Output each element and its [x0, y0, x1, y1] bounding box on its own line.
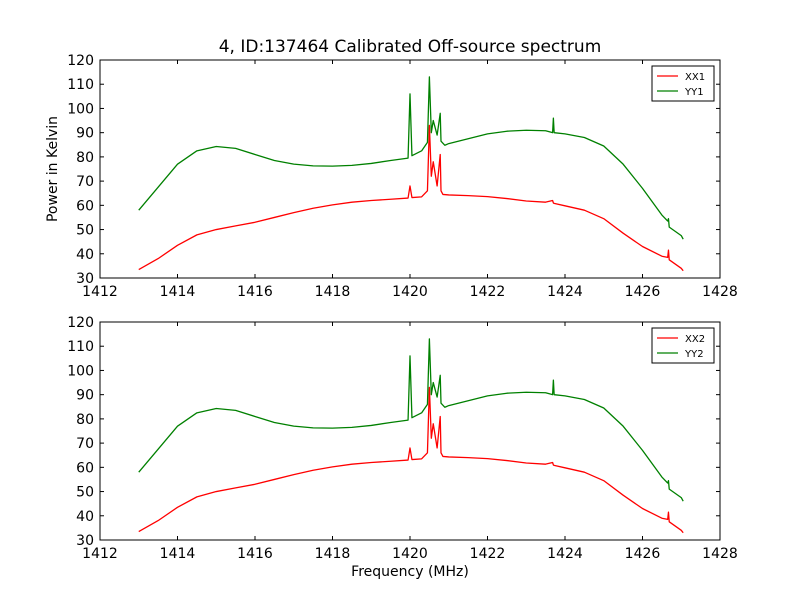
legend-label-xx2: XX2 [685, 334, 705, 345]
x-tick-label: 1412 [82, 546, 118, 562]
series-line-xx1 [138, 124, 684, 272]
x-tick-label: 1420 [392, 284, 428, 300]
y-tick-label: 90 [76, 126, 94, 142]
spectrum-panel-1: 1412 1414 1416 1418 1420 1422 1424 1426 1428 30 40… [45, 53, 738, 300]
x-tick-label: 1416 [237, 546, 273, 562]
x-tick-label: 1412 [82, 284, 118, 300]
y-tick-label: 70 [76, 174, 94, 190]
y-tick-label: 60 [76, 198, 94, 214]
x-tick-label: 1416 [237, 284, 273, 300]
x-tick-label: 1428 [702, 546, 738, 562]
x-axis-label: Frequency (MHz) [351, 564, 469, 580]
x-tick-label: 1426 [625, 284, 661, 300]
series-line-yy2 [138, 338, 684, 502]
y-tick-label: 90 [76, 388, 94, 404]
y-tick-label: 70 [76, 436, 94, 452]
x-tick-label: 1424 [547, 284, 583, 300]
x-tick-label: 1426 [625, 546, 661, 562]
y-tick-label: 120 [67, 315, 94, 331]
y-tick-label: 110 [67, 339, 94, 355]
y-tick-label: 100 [67, 101, 94, 117]
x-tick-label: 1424 [547, 546, 583, 562]
x-tick-label: 1422 [470, 546, 506, 562]
y-tick-label: 100 [67, 363, 94, 379]
series-line-yy1 [138, 76, 684, 240]
y-tick-label: 80 [76, 150, 94, 166]
x-tick-label: 1422 [470, 284, 506, 300]
legend-label-xx1: XX1 [685, 72, 705, 83]
x-tick-label: 1414 [160, 284, 196, 300]
x-tick-label: 1420 [392, 546, 428, 562]
y-tick-label: 60 [76, 460, 94, 476]
y-tick-label: 40 [76, 509, 94, 525]
legend-box [651, 65, 715, 102]
y-tick-label: 50 [76, 223, 94, 239]
y-axis-label: Power in Kelvin [45, 116, 61, 222]
y-tick-label: 40 [76, 247, 94, 263]
y-tick-label: 110 [67, 77, 94, 93]
legend-label-yy1: YY1 [684, 87, 704, 98]
spectrum-panel-2: 1412 1414 1416 1418 1420 1422 1424 1426 1428 30 40… [67, 315, 738, 580]
y-tick-label: 120 [67, 53, 94, 69]
y-tick-label: 80 [76, 412, 94, 428]
y-tick-label: 30 [76, 271, 94, 287]
x-tick-label: 1428 [702, 284, 738, 300]
series-line-xx2 [138, 386, 684, 534]
legend-box [651, 327, 715, 364]
legend-label-yy2: YY2 [684, 349, 704, 360]
chart-title: 4, ID:137464 Calibrated Off-source spect… [219, 37, 602, 57]
y-tick-label: 50 [76, 485, 94, 501]
y-tick-label: 30 [76, 533, 94, 549]
x-tick-label: 1418 [315, 546, 351, 562]
x-tick-label: 1414 [160, 546, 196, 562]
x-tick-label: 1418 [315, 284, 351, 300]
